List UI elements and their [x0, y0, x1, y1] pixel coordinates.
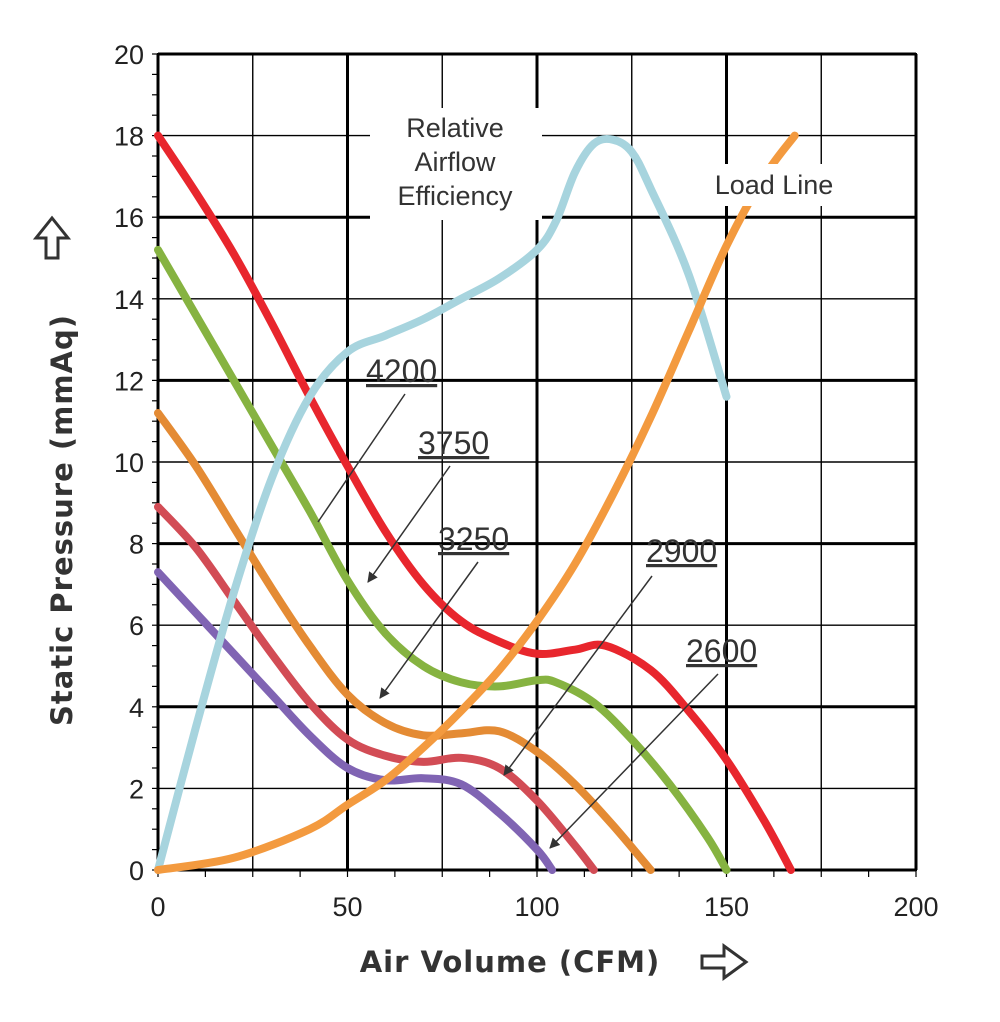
- series-line-2900: [154, 502, 598, 874]
- y-tick-label: 2: [129, 774, 144, 804]
- load-line-label: Load Line: [715, 170, 834, 200]
- leader-2600: [549, 673, 719, 849]
- y-axis-title: Static Pressure (mmAq): [45, 314, 79, 726]
- rpm-label-3750: 3750: [418, 425, 489, 461]
- rpm-label-2900: 2900: [646, 533, 717, 569]
- leader-3250: [379, 561, 479, 699]
- series-line-2600: [154, 568, 557, 874]
- y-tick-label: 20: [114, 40, 144, 70]
- x-tick-label: 50: [332, 892, 362, 922]
- efficiency-label-line-3: Efficiency: [397, 181, 513, 211]
- y-tick-label: 0: [129, 856, 144, 886]
- x-tick-label: 200: [893, 892, 938, 922]
- x-axis-title: Air Volume (CFM): [360, 945, 661, 979]
- x-tick-label: 100: [514, 892, 559, 922]
- y-tick-label: 14: [114, 285, 144, 315]
- y-tick-label: 10: [114, 448, 144, 478]
- leader-2900: [503, 575, 653, 776]
- series-line-load-line: [154, 131, 799, 874]
- efficiency-label-line-2: Airflow: [414, 147, 496, 177]
- y-tick-label: 6: [129, 611, 144, 641]
- y-tick-label: 16: [114, 203, 144, 233]
- y-tick-label: 4: [129, 693, 144, 723]
- y-tick-label: 18: [114, 122, 144, 152]
- y-tick-label: 12: [114, 366, 144, 396]
- series-line-3750: [154, 245, 731, 874]
- series-line-3250: [154, 409, 655, 874]
- leader-3750: [367, 465, 451, 583]
- y-axis-arrow-icon: [32, 215, 72, 260]
- x-axis-arrow-icon: [700, 943, 749, 981]
- load-line-label-bg: [680, 164, 870, 206]
- rpm-label-4200: 4200: [366, 353, 437, 389]
- series-lines: [154, 131, 799, 874]
- series-line-relative-airflow-efficiency: [154, 134, 731, 874]
- rpm-label-2600: 2600: [686, 633, 757, 669]
- rpm-label-3250: 3250: [438, 521, 509, 557]
- y-tick-label: 8: [129, 530, 144, 560]
- efficiency-label-bg: [370, 108, 542, 220]
- series-line-4200: [154, 131, 795, 874]
- efficiency-label-line-1: Relative: [406, 113, 504, 143]
- x-tick-label: 0: [150, 892, 165, 922]
- x-tick-label: 150: [704, 892, 749, 922]
- leader-4200: [317, 393, 406, 523]
